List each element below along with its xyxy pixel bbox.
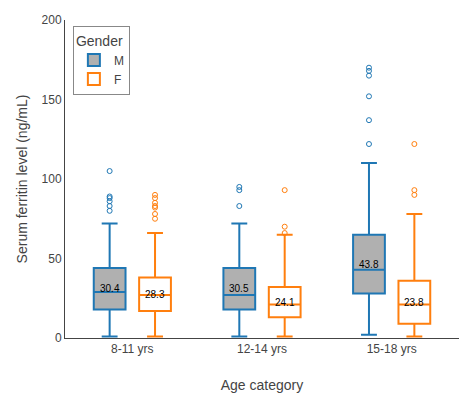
svg-text:8-11 yrs: 8-11 yrs [111, 342, 153, 356]
svg-text:Serum ferritin level (ng/mL): Serum ferritin level (ng/mL) [14, 95, 30, 264]
svg-text:50: 50 [48, 252, 62, 266]
svg-text:30.4: 30.4 [100, 283, 120, 294]
svg-text:100: 100 [42, 172, 62, 186]
svg-text:24.1: 24.1 [275, 297, 295, 308]
svg-text:200: 200 [42, 13, 62, 27]
svg-text:43.8: 43.8 [359, 259, 379, 270]
svg-text:F: F [114, 73, 121, 87]
svg-text:12-14 yrs: 12-14 yrs [237, 342, 287, 356]
svg-text:23.8: 23.8 [404, 297, 424, 308]
svg-text:M: M [114, 54, 124, 68]
svg-text:150: 150 [42, 93, 62, 107]
svg-text:15-18 yrs: 15-18 yrs [367, 342, 417, 356]
svg-text:Gender: Gender [76, 33, 123, 49]
svg-text:30.5: 30.5 [229, 283, 249, 294]
svg-text:0: 0 [55, 331, 62, 345]
svg-text:28.3: 28.3 [145, 289, 165, 300]
svg-text:Age category: Age category [221, 377, 304, 393]
